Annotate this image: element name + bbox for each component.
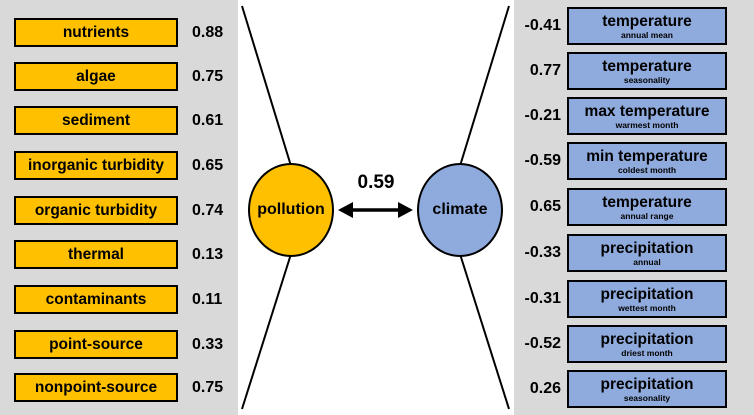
climate-indicator-box: temperature annual range — [567, 188, 727, 226]
climate-loading: -0.31 — [524, 290, 561, 307]
climate-indicator-box: precipitation annual — [567, 234, 727, 272]
climate-indicator-label: temperature — [602, 57, 692, 75]
pollution-indicator-box: nutrients — [14, 18, 178, 47]
pollution-indicator-box: nonpoint-source — [14, 373, 178, 402]
pollution-indicator-label: point-source — [49, 335, 143, 353]
pollution-indicator-box: contaminants — [14, 285, 178, 314]
pollution-loading: 0.75 — [192, 68, 224, 85]
correlation-arrowhead-right — [398, 202, 413, 218]
climate-indicator-box: precipitation seasonality — [567, 370, 727, 408]
pollution-loading: 0.65 — [192, 157, 224, 174]
climate-loading: -0.41 — [524, 17, 561, 34]
pollution-indicator-box: inorganic turbidity — [14, 151, 178, 180]
pollution-loading: 0.88 — [192, 24, 224, 41]
climate-indicator-label: precipitation — [600, 375, 694, 393]
climate-loading: 0.77 — [529, 62, 561, 79]
pollution-indicator-box: organic turbidity — [14, 196, 178, 225]
climate-indicator-box: max temperature warmest month — [567, 97, 727, 135]
climate-edge-bottom — [459, 253, 510, 410]
climate-loading: 0.65 — [529, 198, 561, 215]
pollution-loading: 0.33 — [192, 336, 224, 353]
climate-indicator-sublabel: warmest month — [615, 119, 679, 130]
climate-indicator-label: precipitation — [600, 285, 694, 303]
pollution-indicator-box: thermal — [14, 240, 178, 269]
climate-loading: -0.33 — [524, 244, 561, 261]
climate-factor-node: climate — [417, 163, 503, 257]
climate-loading: -0.21 — [524, 107, 561, 124]
climate-indicator-sublabel: seasonality — [623, 74, 671, 85]
climate-indicator-sublabel: annual range — [620, 210, 674, 221]
pollution-indicator-label: sediment — [61, 111, 131, 129]
pollution-indicator-label: contaminants — [45, 290, 147, 308]
climate-indicator-sublabel: coldest month — [617, 164, 677, 175]
climate-indicator-sublabel: driest month — [621, 347, 673, 358]
climate-indicator-label: min temperature — [586, 147, 708, 165]
pollution-indicator-label: thermal — [68, 245, 124, 263]
climate-indicator-box: precipitation wettest month — [567, 280, 727, 318]
pollution-loading: 0.13 — [192, 246, 224, 263]
climate-indicator-label: temperature — [602, 12, 692, 30]
pollution-indicator-label: inorganic turbidity — [27, 156, 165, 174]
pollution-indicator-label: algae — [76, 67, 116, 85]
climate-indicator-box: temperature annual mean — [567, 7, 727, 45]
correlation-arrowhead-left — [338, 202, 353, 218]
pollution-edge-top — [241, 5, 292, 167]
climate-indicator-label: precipitation — [600, 239, 694, 257]
climate-indicator-box: precipitation driest month — [567, 325, 727, 363]
pollution-indicator-label: nonpoint-source — [34, 378, 158, 396]
climate-indicator-label: precipitation — [600, 330, 694, 348]
climate-indicator-label: max temperature — [584, 102, 710, 120]
pollution-indicator-box: algae — [14, 62, 178, 91]
climate-factor-label: climate — [432, 201, 488, 218]
correlation-value: 0.59 — [357, 172, 395, 193]
pollution-factor-node: pollution — [248, 163, 334, 257]
climate-loading: 0.26 — [529, 380, 561, 397]
climate-indicator-sublabel: annual mean — [621, 29, 673, 40]
climate-indicator-sublabel: seasonality — [623, 392, 671, 403]
pollution-indicator-box: point-source — [14, 330, 178, 359]
pollution-factor-label: pollution — [257, 201, 325, 218]
climate-indicator-sublabel: annual — [633, 256, 661, 267]
climate-indicator-sublabel: wettest month — [618, 302, 676, 313]
pollution-indicator-box: sediment — [14, 106, 178, 135]
pollution-loading: 0.75 — [192, 379, 224, 396]
climate-indicator-box: temperature seasonality — [567, 52, 727, 90]
pollution-indicator-label: organic turbidity — [34, 201, 158, 219]
pollution-indicator-label: nutrients — [62, 23, 130, 41]
climate-loading: -0.52 — [524, 335, 561, 352]
pollution-loading: 0.11 — [192, 291, 223, 308]
pollution-loading: 0.74 — [192, 202, 224, 219]
climate-loading: -0.59 — [524, 152, 561, 169]
climate-indicator-label: temperature — [602, 193, 692, 211]
climate-indicator-box: min temperature coldest month — [567, 142, 727, 180]
climate-edge-top — [459, 5, 510, 167]
pollution-edge-bottom — [241, 253, 292, 410]
pollution-loading: 0.61 — [192, 112, 224, 129]
